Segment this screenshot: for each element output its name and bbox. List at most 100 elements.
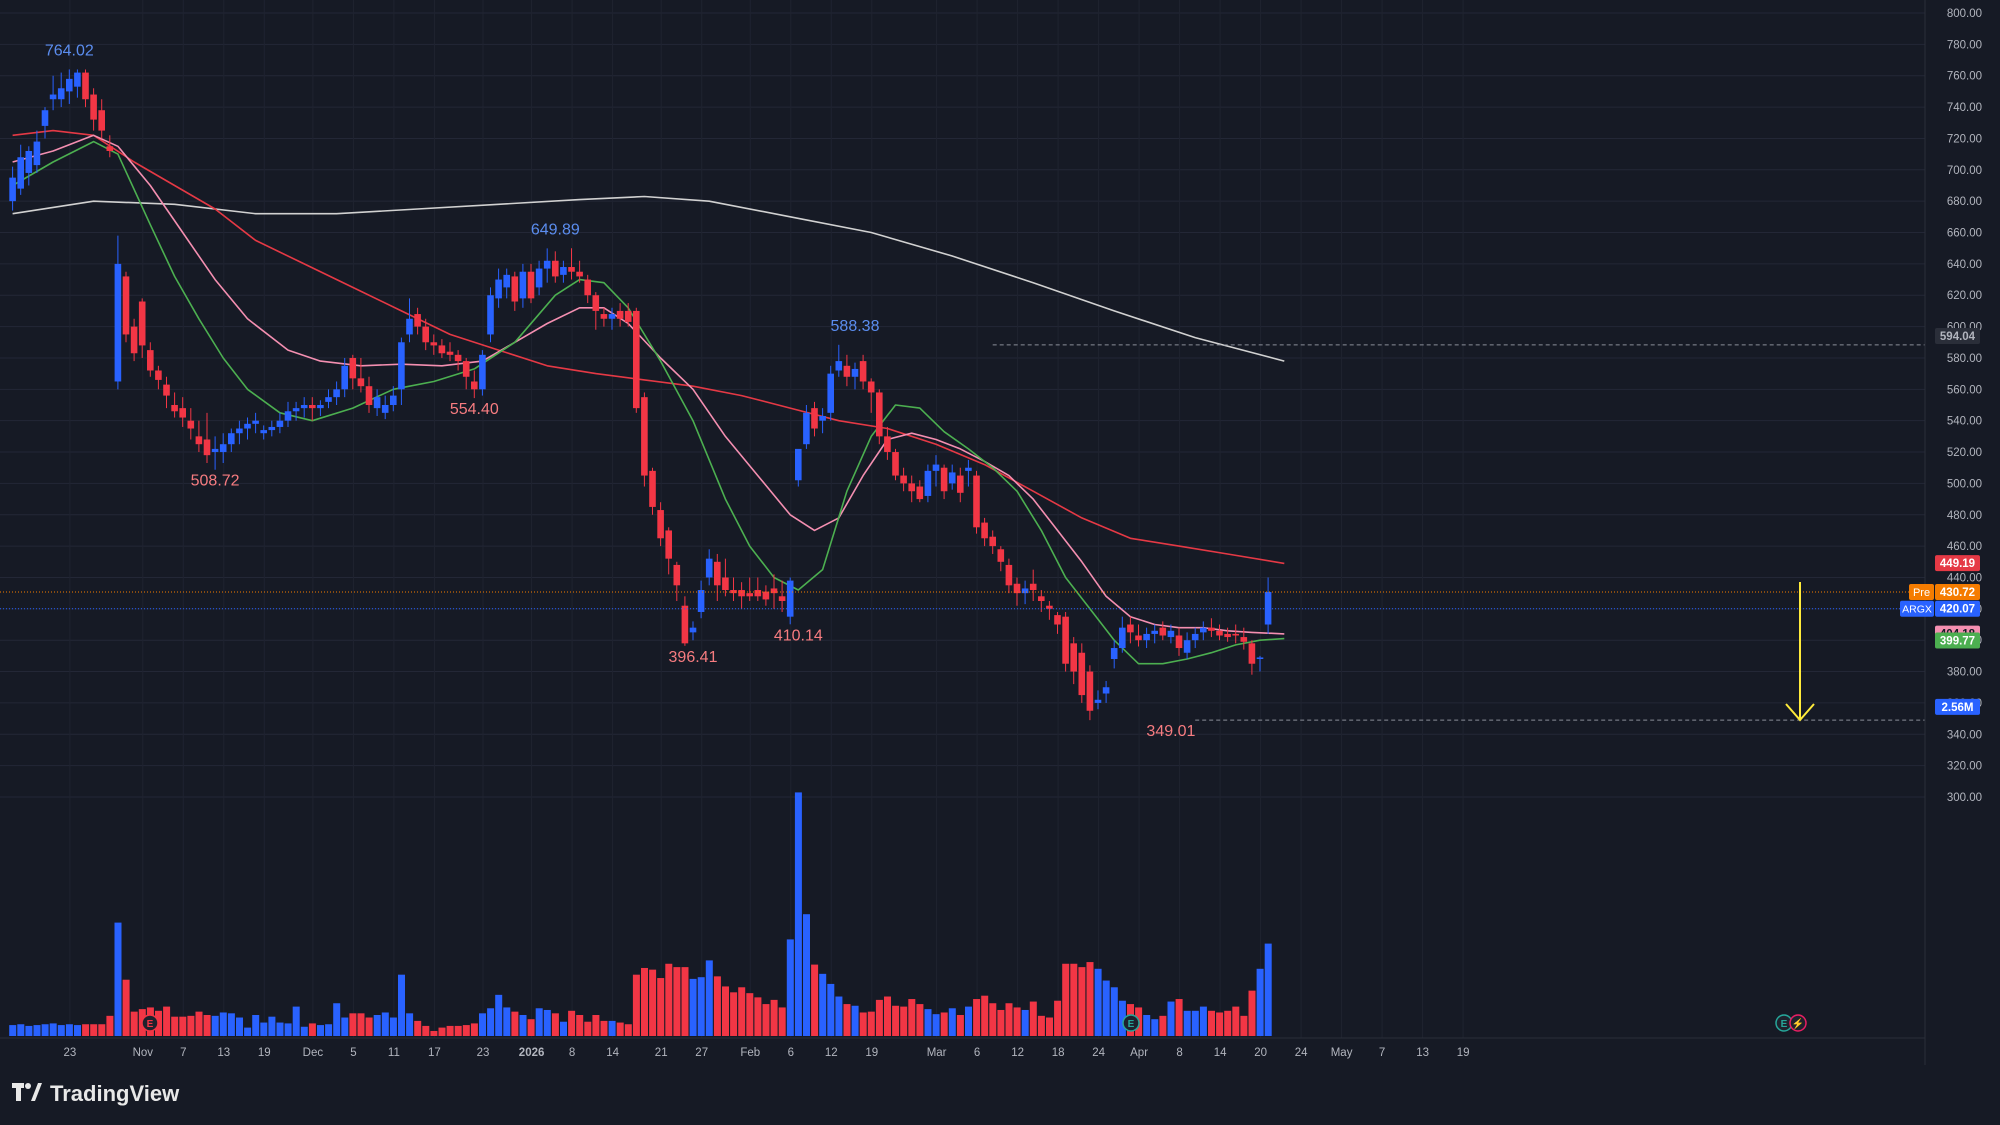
volume-bar bbox=[219, 1012, 227, 1036]
price-annotation: 508.72 bbox=[191, 473, 240, 490]
candle-body bbox=[179, 408, 186, 418]
candle-body bbox=[187, 420, 195, 429]
candle-body bbox=[876, 392, 883, 437]
candle-body bbox=[1029, 583, 1037, 591]
candle-body bbox=[511, 276, 519, 302]
candle-body bbox=[406, 318, 413, 335]
candle-body bbox=[1038, 596, 1045, 601]
candle-body bbox=[786, 580, 794, 617]
candle-body bbox=[981, 522, 988, 539]
volume-bar bbox=[381, 1012, 389, 1036]
x-tick-label: 19 bbox=[1457, 1047, 1470, 1059]
candle-body bbox=[495, 279, 502, 299]
candle-body bbox=[1127, 624, 1134, 633]
x-tick-label: Apr bbox=[1130, 1047, 1148, 1059]
volume-bar bbox=[349, 1013, 357, 1036]
volume-bar bbox=[965, 1006, 972, 1036]
candle-body bbox=[754, 590, 762, 597]
ticker-badge bbox=[1900, 600, 1934, 617]
volume-bar bbox=[9, 1025, 17, 1036]
volume-bar bbox=[770, 999, 778, 1036]
candle-body bbox=[33, 141, 41, 166]
volume-bar bbox=[1240, 1015, 1248, 1036]
volume-bar bbox=[414, 1020, 422, 1036]
volume-bar bbox=[470, 1023, 478, 1036]
volume-bar bbox=[171, 1016, 179, 1036]
candle-body bbox=[932, 464, 940, 471]
candle-body bbox=[333, 389, 340, 398]
x-tick-label: 20 bbox=[1254, 1047, 1267, 1059]
candle-body bbox=[851, 368, 859, 377]
x-tick-label: Dec bbox=[303, 1047, 324, 1059]
volume-bar bbox=[98, 1024, 106, 1036]
candle-body bbox=[381, 405, 389, 413]
candle-body bbox=[819, 415, 826, 421]
candle-body bbox=[106, 146, 114, 151]
volume-bar bbox=[49, 1023, 57, 1036]
volume-bar bbox=[438, 1027, 446, 1036]
candle-body bbox=[730, 590, 737, 594]
candle-body bbox=[576, 271, 583, 277]
candle-body bbox=[948, 472, 956, 484]
ticker-badge-label: ARGX bbox=[1902, 604, 1932, 616]
volume-bar bbox=[884, 996, 891, 1036]
y-tick-label: 320.00 bbox=[1947, 761, 1982, 773]
volume-bar bbox=[454, 1025, 462, 1036]
volume-bar bbox=[422, 1025, 430, 1036]
volume-bar bbox=[1175, 999, 1183, 1036]
volume-bar bbox=[794, 792, 802, 1036]
volume-bar bbox=[956, 1015, 964, 1036]
candle-body bbox=[244, 423, 251, 429]
brand-name: TradingView bbox=[50, 1081, 180, 1106]
price-annotation: 349.01 bbox=[1146, 723, 1195, 740]
chart-background bbox=[0, 0, 2000, 1065]
volume-bar bbox=[211, 1015, 219, 1036]
candle-body bbox=[965, 467, 972, 471]
volume-bar bbox=[535, 1008, 543, 1036]
candle-body bbox=[1264, 592, 1272, 625]
volume-bar bbox=[867, 1011, 875, 1036]
x-tick-label: 23 bbox=[477, 1047, 490, 1059]
candle-body bbox=[446, 351, 454, 355]
candle-body bbox=[1208, 627, 1215, 631]
candle-body bbox=[722, 577, 729, 591]
candle-body bbox=[211, 448, 219, 453]
candle-body bbox=[770, 588, 778, 594]
volume-bar bbox=[754, 997, 762, 1036]
candle-body bbox=[74, 72, 81, 87]
candle-body bbox=[1078, 652, 1086, 696]
volume-bar bbox=[1167, 1001, 1175, 1036]
y-tick-label: 340.00 bbox=[1947, 729, 1982, 741]
x-tick-label: 12 bbox=[825, 1047, 838, 1059]
candle-body bbox=[284, 411, 292, 421]
volume-bar bbox=[90, 1024, 98, 1036]
volume-bar bbox=[584, 1021, 592, 1036]
candle-body bbox=[1200, 627, 1207, 633]
volume-bar bbox=[811, 964, 819, 1036]
volume-bar bbox=[284, 1023, 292, 1036]
candle-body bbox=[57, 88, 65, 100]
tradingview-logo[interactable]: TradingView bbox=[12, 1081, 179, 1107]
candle-body bbox=[430, 342, 438, 346]
ma-fast-line bbox=[12, 140, 1285, 665]
candle-body bbox=[1021, 588, 1029, 594]
candle-body bbox=[803, 412, 810, 445]
volume-bar bbox=[1054, 1000, 1062, 1036]
candle-body bbox=[633, 310, 640, 409]
y-tick-label: 660.00 bbox=[1947, 228, 1982, 240]
candle-body bbox=[600, 314, 608, 319]
candle-body bbox=[649, 470, 656, 507]
x-tick-label: 14 bbox=[606, 1047, 619, 1059]
x-tick-label: 7 bbox=[1379, 1047, 1385, 1059]
candle-body bbox=[1013, 583, 1021, 594]
candle-body bbox=[940, 467, 948, 492]
candle-body bbox=[1191, 633, 1199, 641]
candle-body bbox=[552, 260, 559, 277]
x-tick-label: 12 bbox=[1011, 1047, 1024, 1059]
candle-body bbox=[1183, 640, 1191, 653]
x-tick-label: 24 bbox=[1295, 1047, 1308, 1059]
ma20-price-tag bbox=[1935, 632, 1980, 649]
volume-bar bbox=[300, 1026, 308, 1036]
y-tick-label: 580.00 bbox=[1947, 353, 1982, 365]
volume-bar bbox=[859, 1012, 867, 1036]
